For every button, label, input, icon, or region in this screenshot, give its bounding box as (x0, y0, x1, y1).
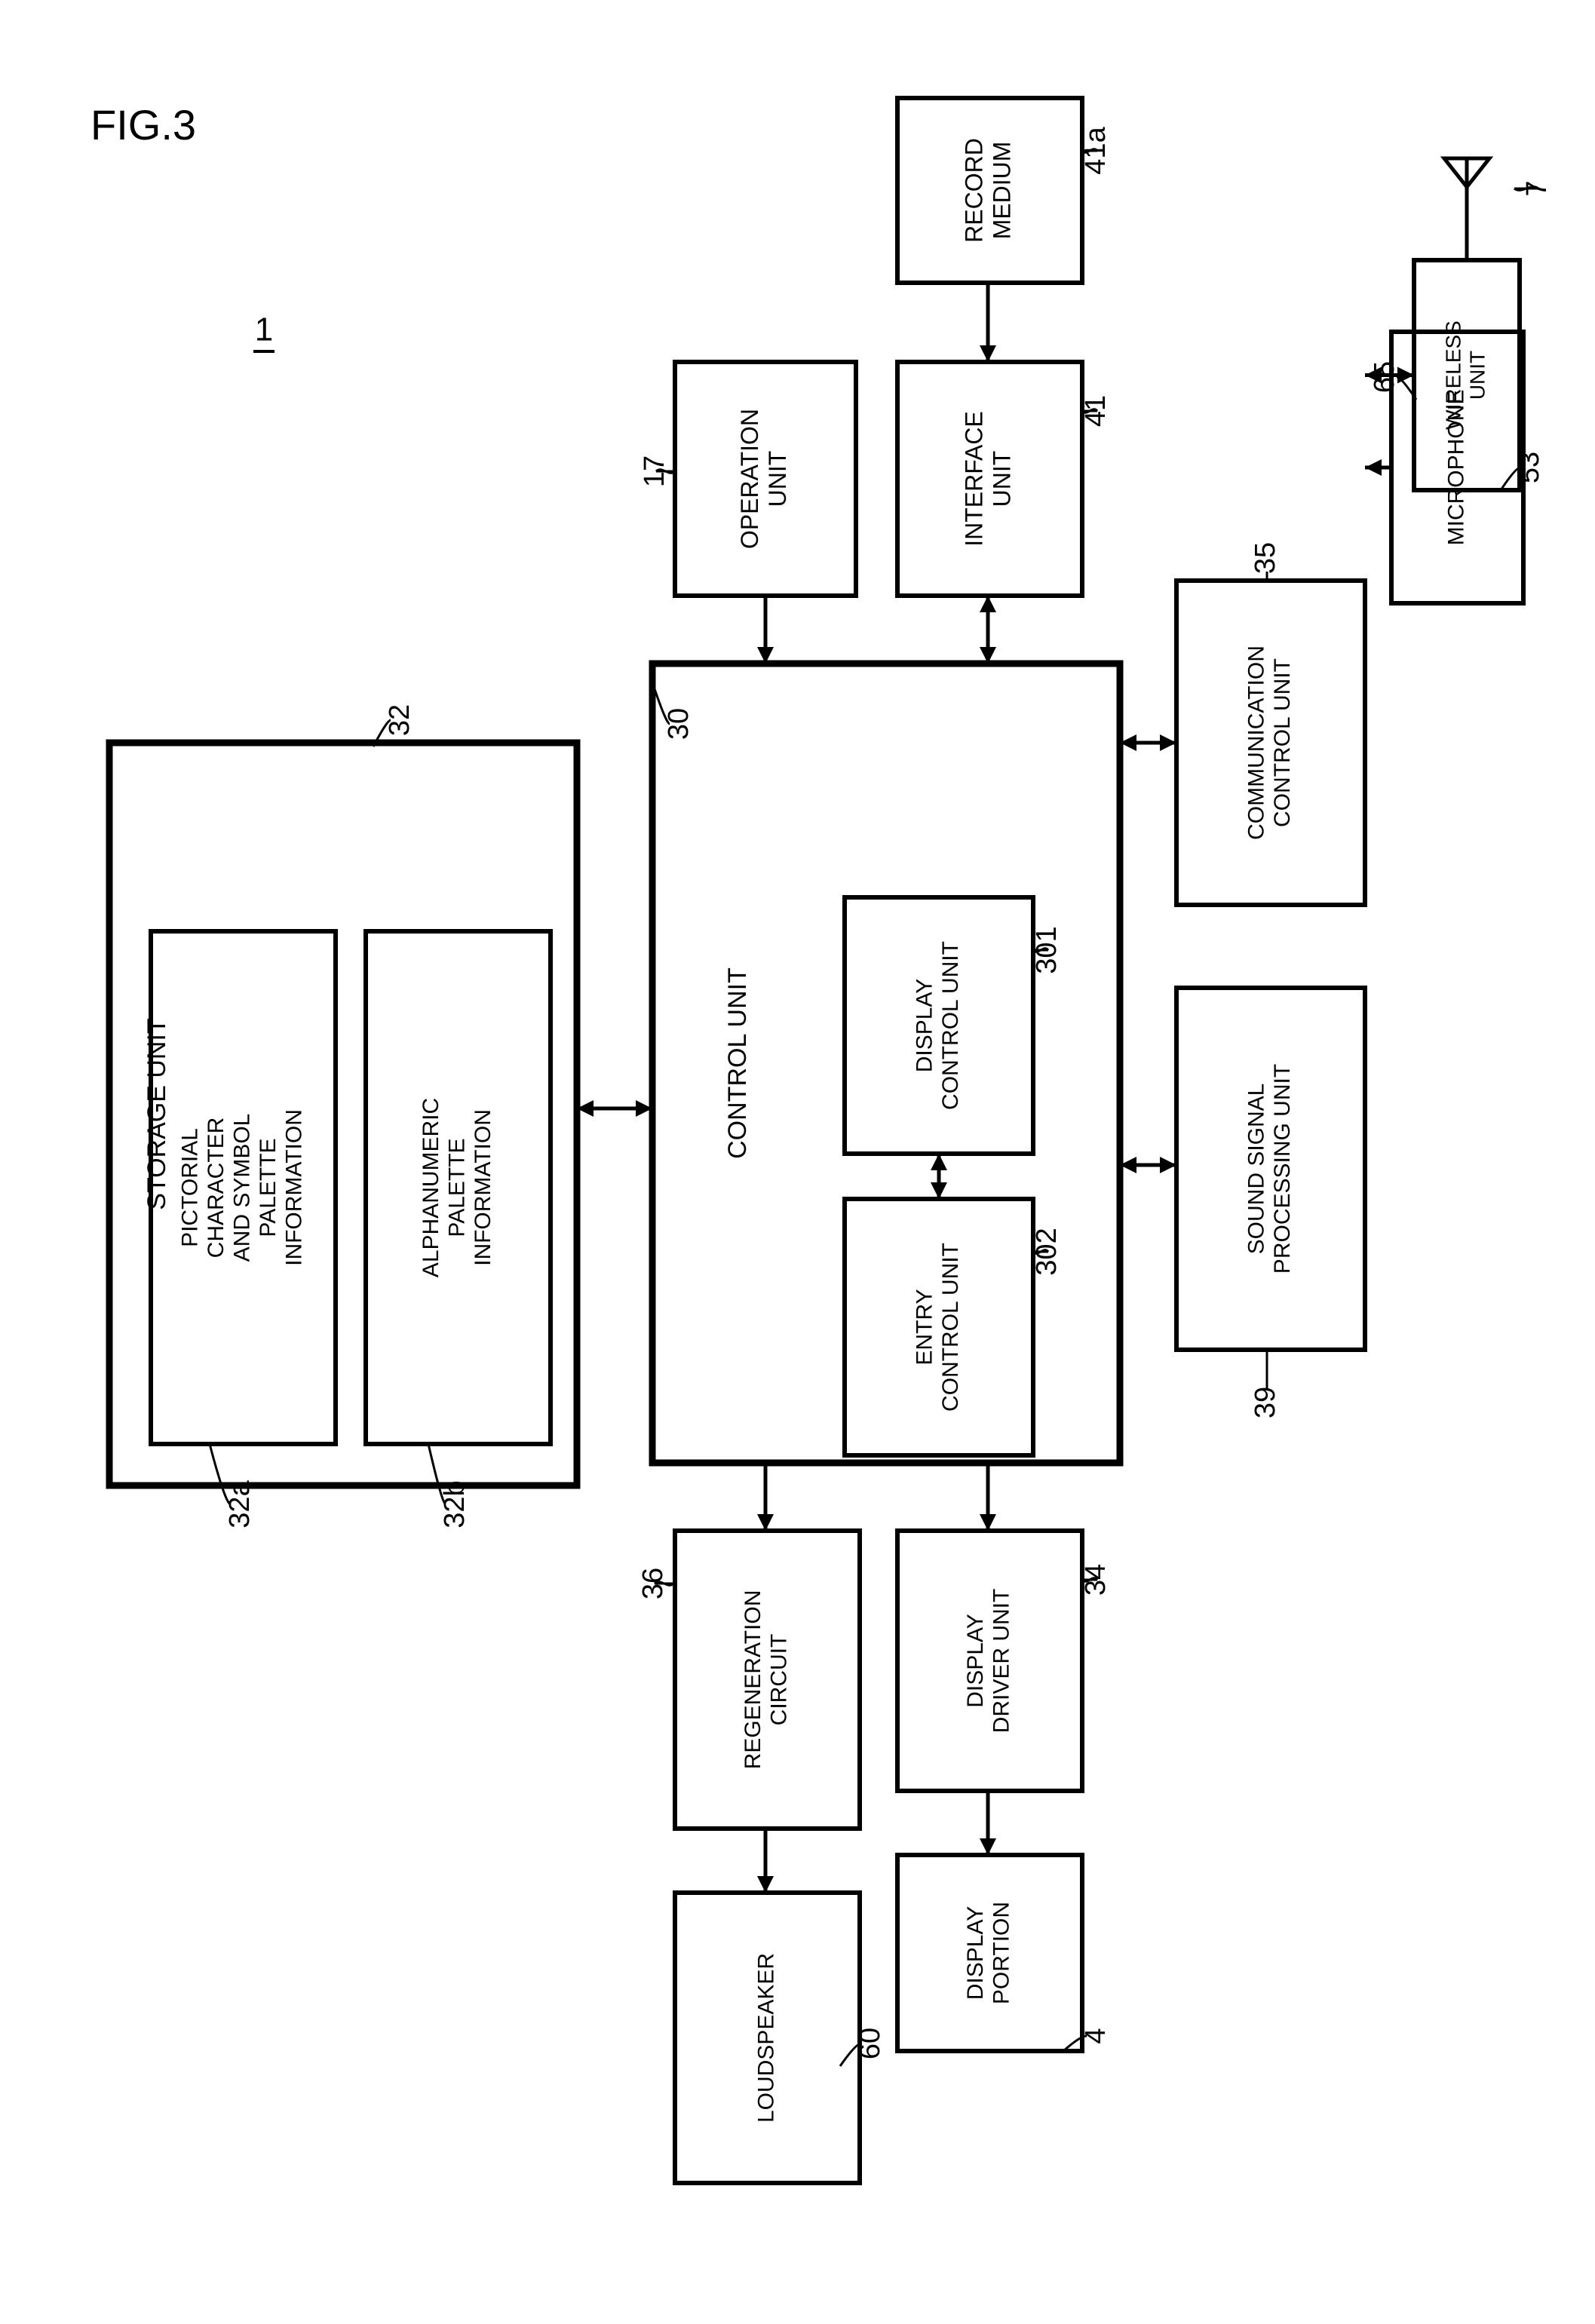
svg-text:AND SYMBOL: AND SYMBOL (229, 1114, 254, 1262)
svg-text:32b: 32b (439, 1480, 471, 1528)
device-ref: 1 (255, 311, 273, 348)
svg-text:ENTRY: ENTRY (913, 1289, 937, 1365)
label-opUnit: OPERATIONUNIT (736, 409, 791, 549)
label-alnum: ALPHANUMERICPALETTEINFORMATION (419, 1098, 495, 1277)
ref-30: 30 (663, 708, 695, 740)
svg-text:CIRCUIT: CIRCUIT (767, 1634, 792, 1726)
label-dispPort: DISPLAYPORTION (963, 1902, 1014, 2004)
svg-text:DISPLAY: DISPLAY (963, 1614, 988, 1708)
label-mic: MICROPHONE (1443, 390, 1468, 546)
svg-text:DRIVER UNIT: DRIVER UNIT (989, 1589, 1014, 1734)
svg-text:CONTROL UNIT: CONTROL UNIT (938, 941, 963, 1110)
svg-text:COMMUNICATION: COMMUNICATION (1244, 645, 1269, 840)
svg-text:ALPHANUMERIC: ALPHANUMERIC (419, 1098, 443, 1277)
svg-text:STORAGE UNIT: STORAGE UNIT (143, 1018, 171, 1210)
block-storage (109, 743, 577, 1485)
ref-65: 65 (1369, 361, 1400, 393)
label-dispDrv: DISPLAYDRIVER UNIT (963, 1589, 1014, 1734)
svg-text:LOUDSPEAKER: LOUDSPEAKER (753, 1953, 778, 2123)
label-storage: STORAGE UNIT (143, 1018, 171, 1210)
svg-text:PALETTE: PALETTE (444, 1138, 469, 1237)
label-dispCtl: DISPLAYCONTROL UNIT (913, 941, 964, 1110)
label-controlU: CONTROL UNIT (723, 967, 752, 1159)
svg-text:UNIT: UNIT (764, 451, 791, 507)
label-regen: REGENERATIONCIRCUIT (741, 1590, 792, 1770)
label-commCtl: COMMUNICATIONCONTROL UNIT (1244, 645, 1296, 840)
svg-text:30: 30 (663, 708, 695, 740)
label-ifUnit: INTERFACEUNIT (961, 411, 1016, 547)
label-record: RECORDMEDIUM (961, 138, 1016, 243)
svg-text:CONTROL UNIT: CONTROL UNIT (1270, 658, 1295, 827)
label-soundSig: SOUND SIGNALPROCESSING UNIT (1244, 1064, 1296, 1274)
svg-text:UNIT: UNIT (1465, 351, 1489, 400)
ref-39: 39 (1250, 1387, 1281, 1418)
svg-text:CONTROL UNIT: CONTROL UNIT (723, 967, 752, 1159)
svg-text:CONTROL UNIT: CONTROL UNIT (938, 1243, 963, 1412)
svg-text:39: 39 (1250, 1387, 1281, 1418)
svg-text:MICROPHONE: MICROPHONE (1443, 390, 1468, 546)
svg-text:PORTION: PORTION (989, 1902, 1014, 2004)
svg-text:INFORMATION: INFORMATION (471, 1109, 495, 1266)
svg-text:REGENERATION: REGENERATION (741, 1590, 765, 1770)
svg-text:PALETTE: PALETTE (256, 1138, 281, 1237)
label-loudspk: LOUDSPEAKER (753, 1953, 778, 2123)
svg-text:DISPLAY: DISPLAY (913, 979, 937, 1073)
svg-text:RECORD: RECORD (961, 138, 988, 243)
svg-text:DISPLAY: DISPLAY (963, 1906, 988, 2001)
label-pictorial: PICTORIALCHARACTERAND SYMBOLPALETTEINFOR… (177, 1109, 306, 1266)
ref-32b: 32b (439, 1480, 471, 1528)
svg-text:PICTORIAL: PICTORIAL (177, 1128, 202, 1247)
svg-text:UNIT: UNIT (988, 451, 1015, 507)
svg-text:65: 65 (1369, 361, 1400, 393)
svg-text:INFORMATION: INFORMATION (281, 1109, 306, 1266)
svg-text:MEDIUM: MEDIUM (988, 142, 1015, 240)
ref-35: 35 (1250, 542, 1281, 574)
svg-text:PROCESSING UNIT: PROCESSING UNIT (1270, 1064, 1295, 1274)
svg-text:SOUND SIGNAL: SOUND SIGNAL (1244, 1084, 1269, 1255)
svg-text:INTERFACE: INTERFACE (961, 411, 988, 547)
figure-label: FIG.3 (90, 101, 196, 149)
svg-text:35: 35 (1250, 542, 1281, 574)
label-entryCtl: ENTRYCONTROL UNIT (913, 1243, 964, 1412)
svg-text:CHARACTER: CHARACTER (204, 1118, 229, 1259)
svg-text:OPERATION: OPERATION (736, 409, 763, 549)
